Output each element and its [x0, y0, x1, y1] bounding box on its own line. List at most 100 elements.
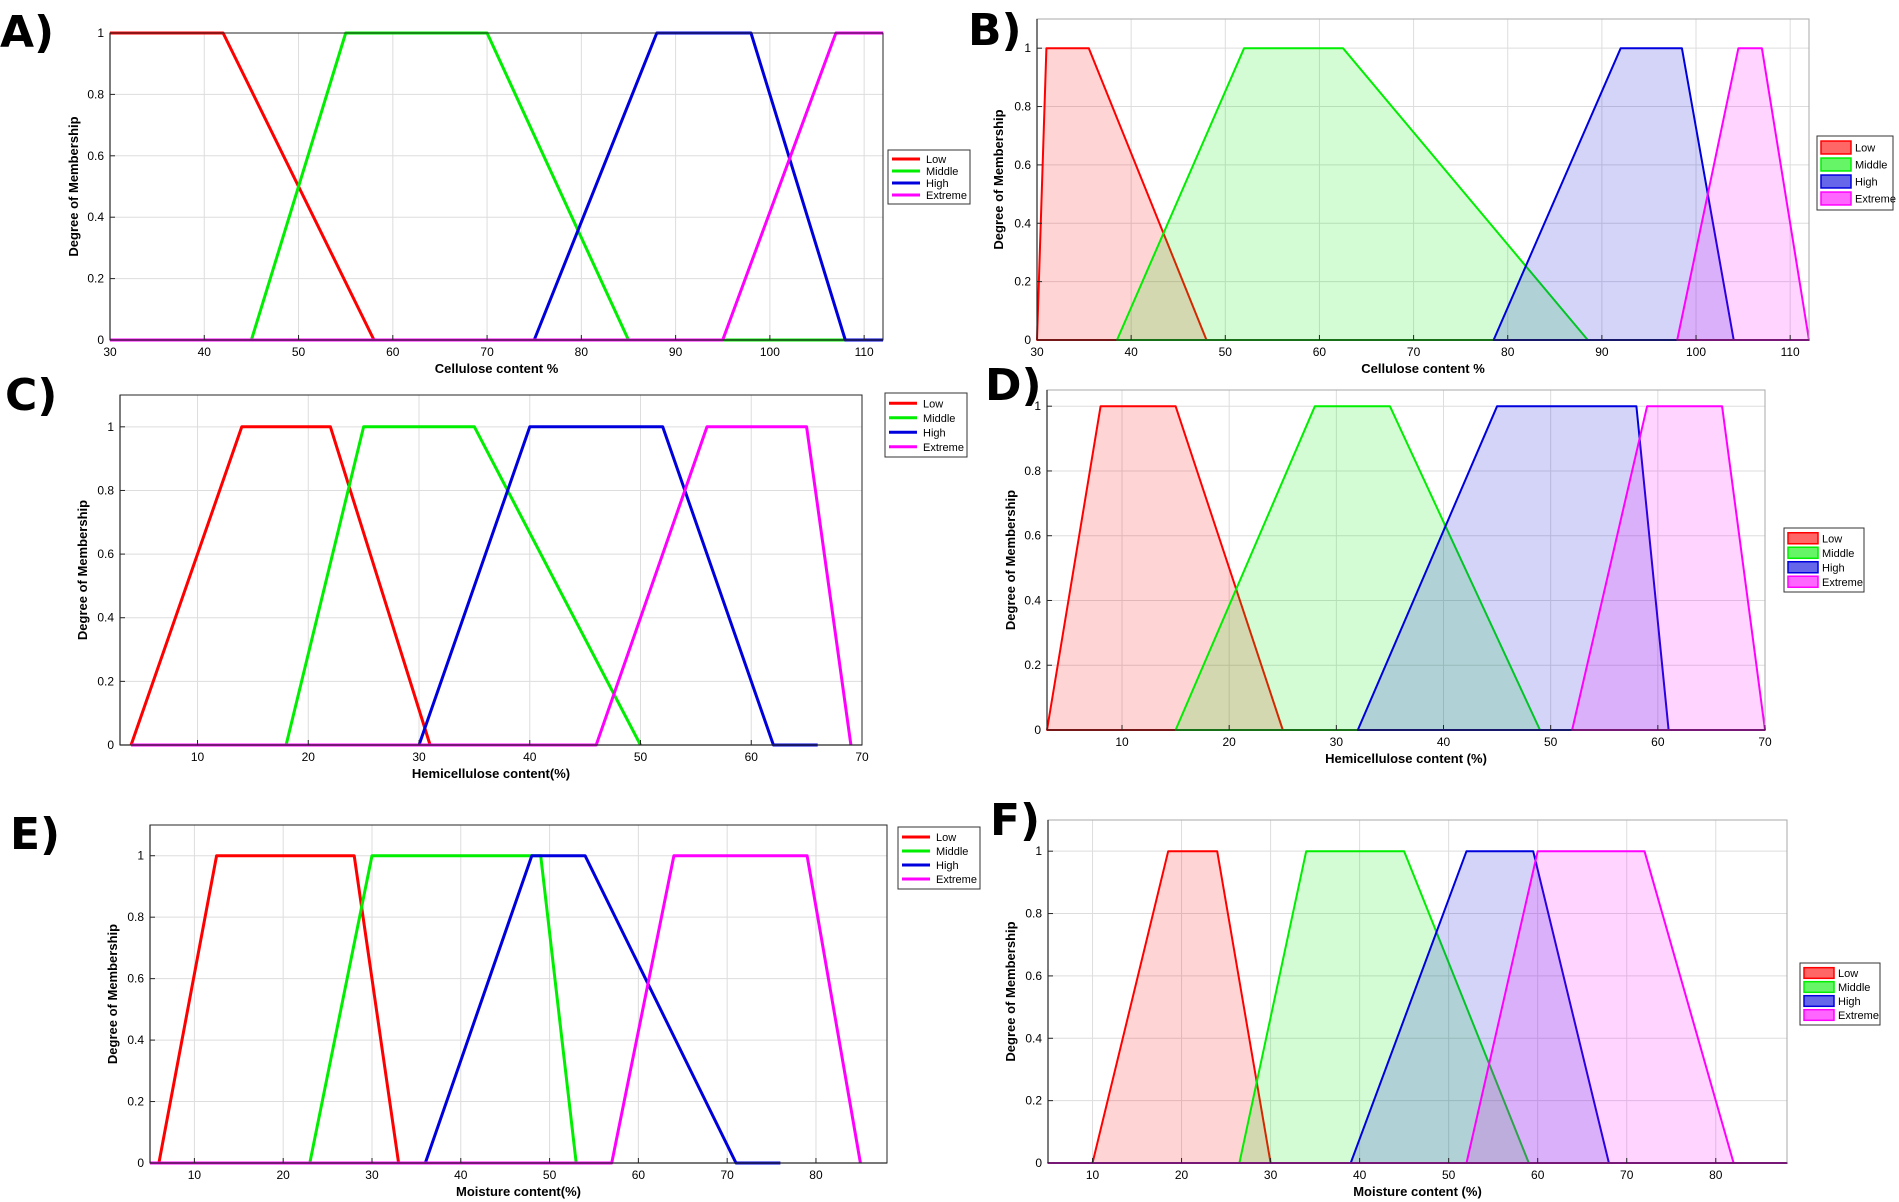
y-tick-label: 0.2	[1024, 658, 1041, 672]
y-tick-label: 0	[137, 1156, 144, 1170]
x-tick-label: 60	[632, 1168, 646, 1182]
y-tick-label: 1	[1024, 41, 1031, 55]
series-line-low	[157, 854, 401, 1164]
panel-label: D)	[985, 360, 1042, 411]
legend-label-middle: Middle	[1838, 982, 1870, 994]
plot-area	[1047, 390, 1765, 730]
y-tick-label: 0.6	[87, 149, 104, 163]
y-tick-label: 0.4	[1025, 1031, 1042, 1045]
y-tick-label: 0.2	[97, 674, 114, 688]
y-tick-label: 0.6	[1014, 158, 1031, 172]
x-tick-label: 40	[454, 1168, 468, 1182]
x-tick-label: 50	[1442, 1168, 1456, 1182]
legend-swatch-high	[1803, 994, 1835, 1008]
x-tick-label: 10	[1115, 735, 1129, 749]
plot-area	[120, 395, 862, 745]
legend-label-extreme: Extreme	[1822, 577, 1863, 589]
panel-label: E)	[10, 809, 60, 860]
chart-panel-3: 10 20 30 40 50 60 70 0 0.2 0.4 0.6 0.8 1 Hemicellulos…	[5, 370, 968, 781]
x-axis-title: Cellulose content %	[435, 361, 559, 376]
legend-swatch-extreme	[1803, 1008, 1835, 1022]
x-tick-label: 50	[634, 750, 648, 764]
legend-label-high: High	[936, 860, 959, 872]
legend-label-low: Low	[1822, 533, 1842, 545]
plot-area	[1048, 820, 1787, 1163]
x-tick-label: 80	[575, 345, 589, 359]
legend-label-low: Low	[926, 154, 946, 166]
y-tick-label: 0.4	[87, 210, 104, 224]
y-axis-title: Degree of Membership	[1003, 490, 1018, 630]
panel-label: A)	[0, 7, 54, 58]
x-tick-label: 110	[855, 345, 874, 359]
y-tick-label: 1	[107, 420, 114, 434]
legend-label-low: Low	[923, 398, 943, 410]
legend-label-extreme: Extreme	[1838, 1010, 1879, 1022]
x-tick-label: 70	[1407, 345, 1421, 359]
x-tick-label: 90	[669, 345, 683, 359]
x-tick-label: 40	[523, 750, 537, 764]
x-tick-label: 60	[1651, 735, 1665, 749]
series-line-middle	[308, 854, 578, 1164]
legend-label-high: High	[1838, 996, 1861, 1008]
legend-label-middle: Middle	[923, 413, 955, 425]
x-axis-title: Hemicellulose content(%)	[412, 766, 570, 781]
y-tick-label: 0.8	[87, 87, 104, 101]
legend-swatch-high	[1787, 560, 1819, 574]
y-tick-label: 1	[1035, 844, 1042, 858]
x-tick-label: 10	[191, 750, 205, 764]
y-tick-label: 0.8	[1025, 907, 1042, 921]
x-tick-label: 60	[386, 345, 400, 359]
x-tick-label: 10	[188, 1168, 202, 1182]
x-tick-label: 70	[1758, 735, 1772, 749]
legend-swatch-middle	[1820, 157, 1852, 172]
y-axis-title: Degree of Membership	[991, 109, 1006, 249]
y-tick-label: 0.8	[1024, 464, 1041, 478]
y-tick-label: 0.4	[97, 611, 114, 625]
plot-area	[1037, 19, 1809, 340]
y-tick-label: 0.4	[127, 1033, 144, 1047]
x-tick-label: 100	[1686, 345, 1706, 359]
y-tick-label: 0.6	[97, 547, 114, 561]
legend-label-low: Low	[1855, 143, 1875, 155]
x-tick-label: 70	[855, 750, 869, 764]
y-tick-label: 0.6	[127, 972, 144, 986]
x-tick-label: 70	[720, 1168, 734, 1182]
chart-panel-5: 10 20 30 40 50 60 70 80 0 0.2 0.4 0.6 0.8 1 Moisture c…	[10, 809, 981, 1199]
legend-swatch-low	[1787, 531, 1819, 545]
chart-panel-6: 10 20 30 40 50 60 70 80 0 0.2 0.4 0.6 0.8 1 Moisture c…	[990, 795, 1881, 1199]
y-axis-title: Degree of Membership	[105, 924, 120, 1064]
legend-label-high: High	[926, 178, 949, 190]
panel-label: B)	[968, 5, 1022, 56]
legend-swatch-middle	[1803, 980, 1835, 994]
x-tick-label: 40	[1353, 1168, 1367, 1182]
x-tick-label: 90	[1595, 345, 1609, 359]
y-tick-label: 0	[1034, 723, 1041, 737]
x-tick-label: 50	[292, 345, 306, 359]
x-tick-label: 80	[1709, 1168, 1723, 1182]
series-line-low	[129, 425, 432, 746]
chart-panel-4: 10 20 30 40 50 60 70 0 0.2 0.4 0.6 0.8 1 Hemicellulos…	[985, 360, 1865, 766]
legend-swatch-high	[1820, 174, 1852, 189]
x-tick-label: 50	[543, 1168, 557, 1182]
x-tick-label: 60	[745, 750, 759, 764]
legend-label-extreme: Extreme	[923, 442, 964, 454]
y-tick-label: 0.2	[1014, 275, 1031, 289]
x-tick-label: 60	[1531, 1168, 1545, 1182]
y-tick-label: 1	[137, 849, 144, 863]
legend-swatch-low	[1803, 966, 1835, 980]
y-axis-title: Degree of Membership	[66, 116, 81, 256]
legend-label-middle: Middle	[1822, 548, 1854, 560]
y-axis-title: Degree of Membership	[75, 500, 90, 640]
y-tick-label: 0.6	[1024, 529, 1041, 543]
y-tick-label: 0.6	[1025, 969, 1042, 983]
y-tick-label: 1	[97, 26, 104, 40]
y-tick-label: 0.2	[1025, 1094, 1042, 1108]
y-tick-label: 0.2	[87, 272, 104, 286]
panel-label: F)	[990, 795, 1040, 846]
y-tick-label: 0.4	[1014, 216, 1031, 230]
